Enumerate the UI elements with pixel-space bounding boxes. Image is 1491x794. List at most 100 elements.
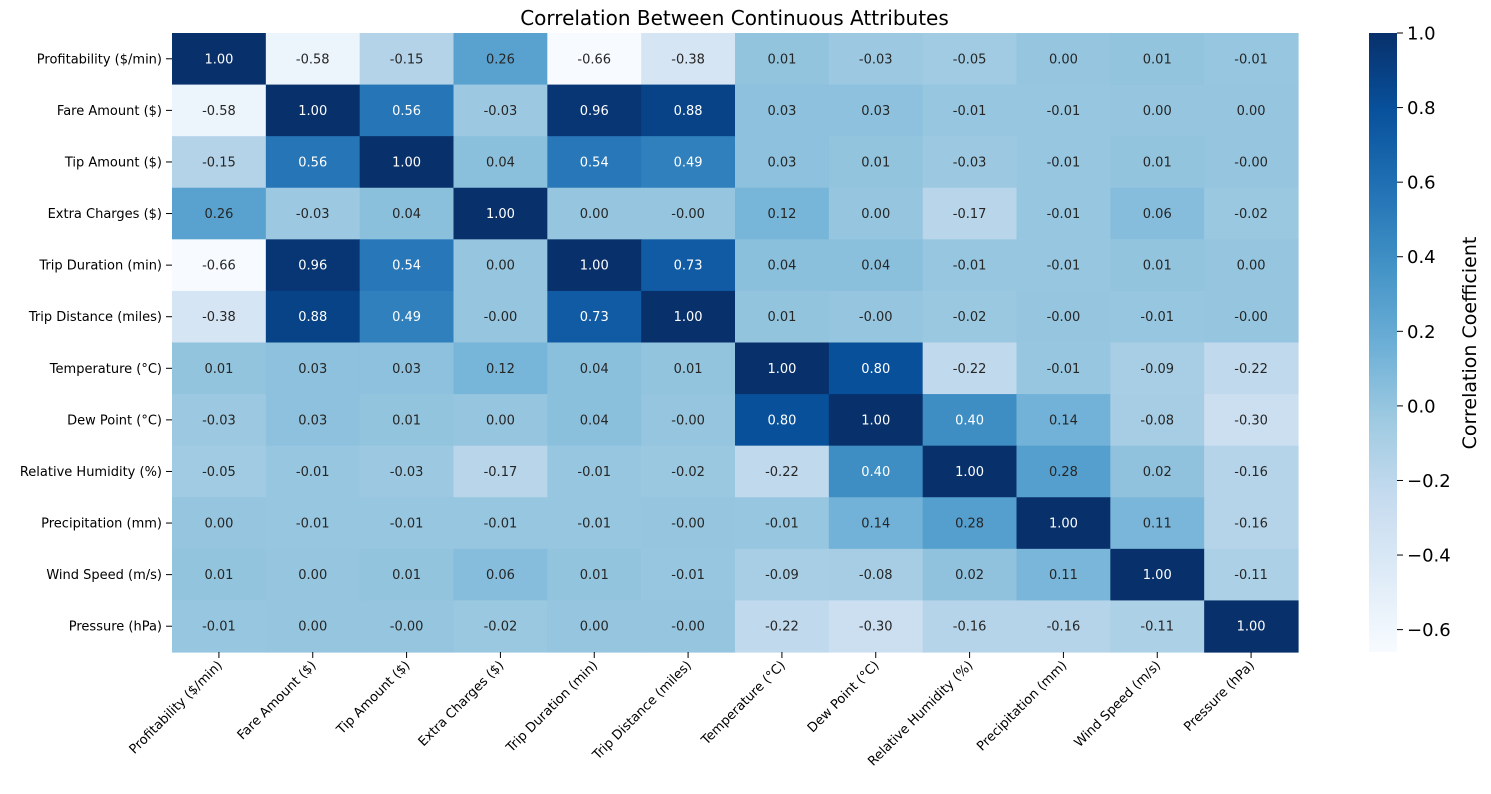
- heatmap-cell-r5-c4: [547, 290, 642, 344]
- cell-value-label: -0.02: [953, 310, 987, 325]
- cell-value-label: -0.00: [671, 207, 705, 222]
- colorbar-tick-label: −0.4: [1407, 546, 1451, 567]
- cell-value-label: 0.01: [392, 413, 421, 428]
- cell-value-label: 0.00: [580, 207, 609, 222]
- heatmap-cell-r9-c2: [359, 497, 455, 550]
- heatmap-cell-r1-c3: [453, 84, 548, 137]
- cell-value-label: -0.11: [1234, 568, 1268, 583]
- row-labels: Profitability ($/min) Fare Amount ($) Tip …: [20, 52, 172, 635]
- heatmap-cell-r1-c9: [1016, 84, 1111, 137]
- heatmap-cell-r2-c5: [641, 136, 736, 189]
- cell-value-label: 0.01: [767, 52, 796, 67]
- row-label-profitability-min: Profitability ($/min): [37, 52, 162, 67]
- heatmap-cell-r3-c7: [828, 187, 924, 240]
- heatmap-cell-r7-c7: [828, 394, 924, 447]
- heatmap-cell-r5-c10: [1110, 290, 1205, 344]
- cell-value-label: -0.15: [202, 155, 236, 170]
- heatmap-cell-r8-c4: [547, 445, 642, 498]
- cell-value-label: -0.00: [671, 620, 705, 635]
- heatmap-cell-r1-c10: [1110, 84, 1205, 137]
- heatmap-cell-r2-c0: [172, 136, 267, 189]
- heatmap-cell-r9-c6: [735, 497, 830, 550]
- cell-value-label: -0.01: [1047, 104, 1081, 119]
- heatmap-cell-r2-c2: [359, 136, 455, 189]
- heatmap-cell-r0-c2: [359, 33, 455, 86]
- cell-value-label: 0.01: [767, 310, 796, 325]
- heatmap-cell-r7-c4: [547, 394, 642, 447]
- cell-value-label: 0.01: [204, 362, 233, 377]
- heatmap-cell-r6-c3: [453, 342, 548, 395]
- heatmap-cell-r6-c0: [172, 342, 267, 395]
- cell-value-label: -0.01: [1047, 259, 1081, 274]
- colorbar-tick-label: 0.0: [1407, 396, 1436, 417]
- cell-value-label: -0.00: [1047, 310, 1081, 325]
- col-label-trip-distance-miles: Trip Distance (miles): [589, 658, 694, 763]
- cell-value-label: -0.01: [1234, 52, 1268, 67]
- cell-value-label: -0.01: [953, 104, 987, 119]
- cell-value-label: -0.66: [202, 259, 236, 274]
- cell-value-label: -0.17: [953, 207, 987, 222]
- cell-value-label: -0.01: [953, 259, 987, 274]
- heatmap-cell-r5-c7: [828, 290, 924, 344]
- cell-value-label: 0.03: [392, 362, 421, 377]
- heatmap-cell-r10-c6: [735, 548, 830, 602]
- heatmap-cell-r1-c6: [735, 84, 830, 137]
- heatmap-cell-r5-c8: [922, 290, 1018, 344]
- cell-value-label: -0.01: [484, 517, 518, 532]
- heatmap-cell-r2-c10: [1110, 136, 1205, 189]
- heatmap-cell-r2-c9: [1016, 136, 1111, 189]
- cell-value-label: 0.00: [1237, 104, 1266, 119]
- cell-value-label: 0.04: [580, 362, 609, 377]
- heatmap-cell-r0-c0: [172, 33, 267, 86]
- cell-value-label: -0.17: [484, 465, 518, 480]
- cell-value-label: 0.11: [1143, 517, 1172, 532]
- cell-value-label: 1.00: [1237, 620, 1266, 635]
- heatmap-cell-r10-c8: [922, 548, 1018, 602]
- row-label-fare-amount: Fare Amount ($): [57, 104, 162, 119]
- cell-value-label: 0.01: [674, 362, 703, 377]
- cell-value-label: 0.28: [955, 517, 984, 532]
- cell-value-label: 1.00: [486, 207, 515, 222]
- heatmap-cell-r3-c2: [359, 187, 455, 240]
- cell-value-label: 0.00: [1049, 52, 1078, 67]
- cell-value-label: -0.03: [202, 413, 236, 428]
- cell-value-label: 0.04: [861, 259, 890, 274]
- heatmap-cell-r7-c2: [359, 394, 455, 447]
- cell-value-label: -0.05: [953, 52, 987, 67]
- heatmap-cell-r2-c7: [828, 136, 924, 189]
- heatmap-cell-r7-c5: [641, 394, 736, 447]
- cell-value-label: 0.01: [580, 568, 609, 583]
- colorbar-tick-label: 0.6: [1407, 173, 1436, 194]
- cell-value-label: -0.03: [484, 104, 518, 119]
- heatmap-cell-r11-c0: [172, 600, 267, 653]
- row-label-temperature-c: Temperature (°C): [49, 362, 162, 377]
- cell-value-label: 0.14: [1049, 413, 1078, 428]
- cell-value-label: -0.01: [1140, 310, 1174, 325]
- heatmap-cell-r0-c6: [735, 33, 830, 86]
- cell-value-label: 0.49: [392, 310, 421, 325]
- row-label-precipitation-mm: Precipitation (mm): [41, 517, 162, 532]
- heatmap-cell-r7-c1: [265, 394, 361, 447]
- cell-value-label: -0.16: [953, 620, 987, 635]
- heatmap-cell-r6-c2: [359, 342, 455, 395]
- cell-value-label: -0.01: [577, 517, 611, 532]
- heatmap-cell-r1-c1: [265, 84, 361, 137]
- heatmap-cell-r10-c7: [828, 548, 924, 602]
- cell-value-label: 0.04: [767, 259, 796, 274]
- col-label-precipitation-mm: Precipitation (mm): [974, 658, 1070, 754]
- heatmap-cell-r8-c0: [172, 445, 267, 498]
- cell-value-label: 0.26: [486, 52, 515, 67]
- heatmap-cell-r0-c7: [828, 33, 924, 86]
- cell-value-label: 0.12: [767, 207, 796, 222]
- cell-value-label: 0.00: [204, 517, 233, 532]
- heatmap-cell-r7-c8: [922, 394, 1018, 447]
- heatmap-cell-r6-c5: [641, 342, 736, 395]
- cell-value-label: 0.73: [674, 259, 703, 274]
- heatmap-cells: 1.00 -0.58 -0.15 0.26 -0.66 -0.38 0.01 -0.03 -0.…: [172, 33, 1299, 653]
- heatmap-cell-r4-c3: [453, 239, 548, 292]
- heatmap-cell-r0-c3: [453, 33, 548, 86]
- cell-value-label: 1.00: [767, 362, 796, 377]
- row-label-tip-amount: Tip Amount ($): [64, 155, 162, 170]
- cell-value-label: 1.00: [861, 413, 890, 428]
